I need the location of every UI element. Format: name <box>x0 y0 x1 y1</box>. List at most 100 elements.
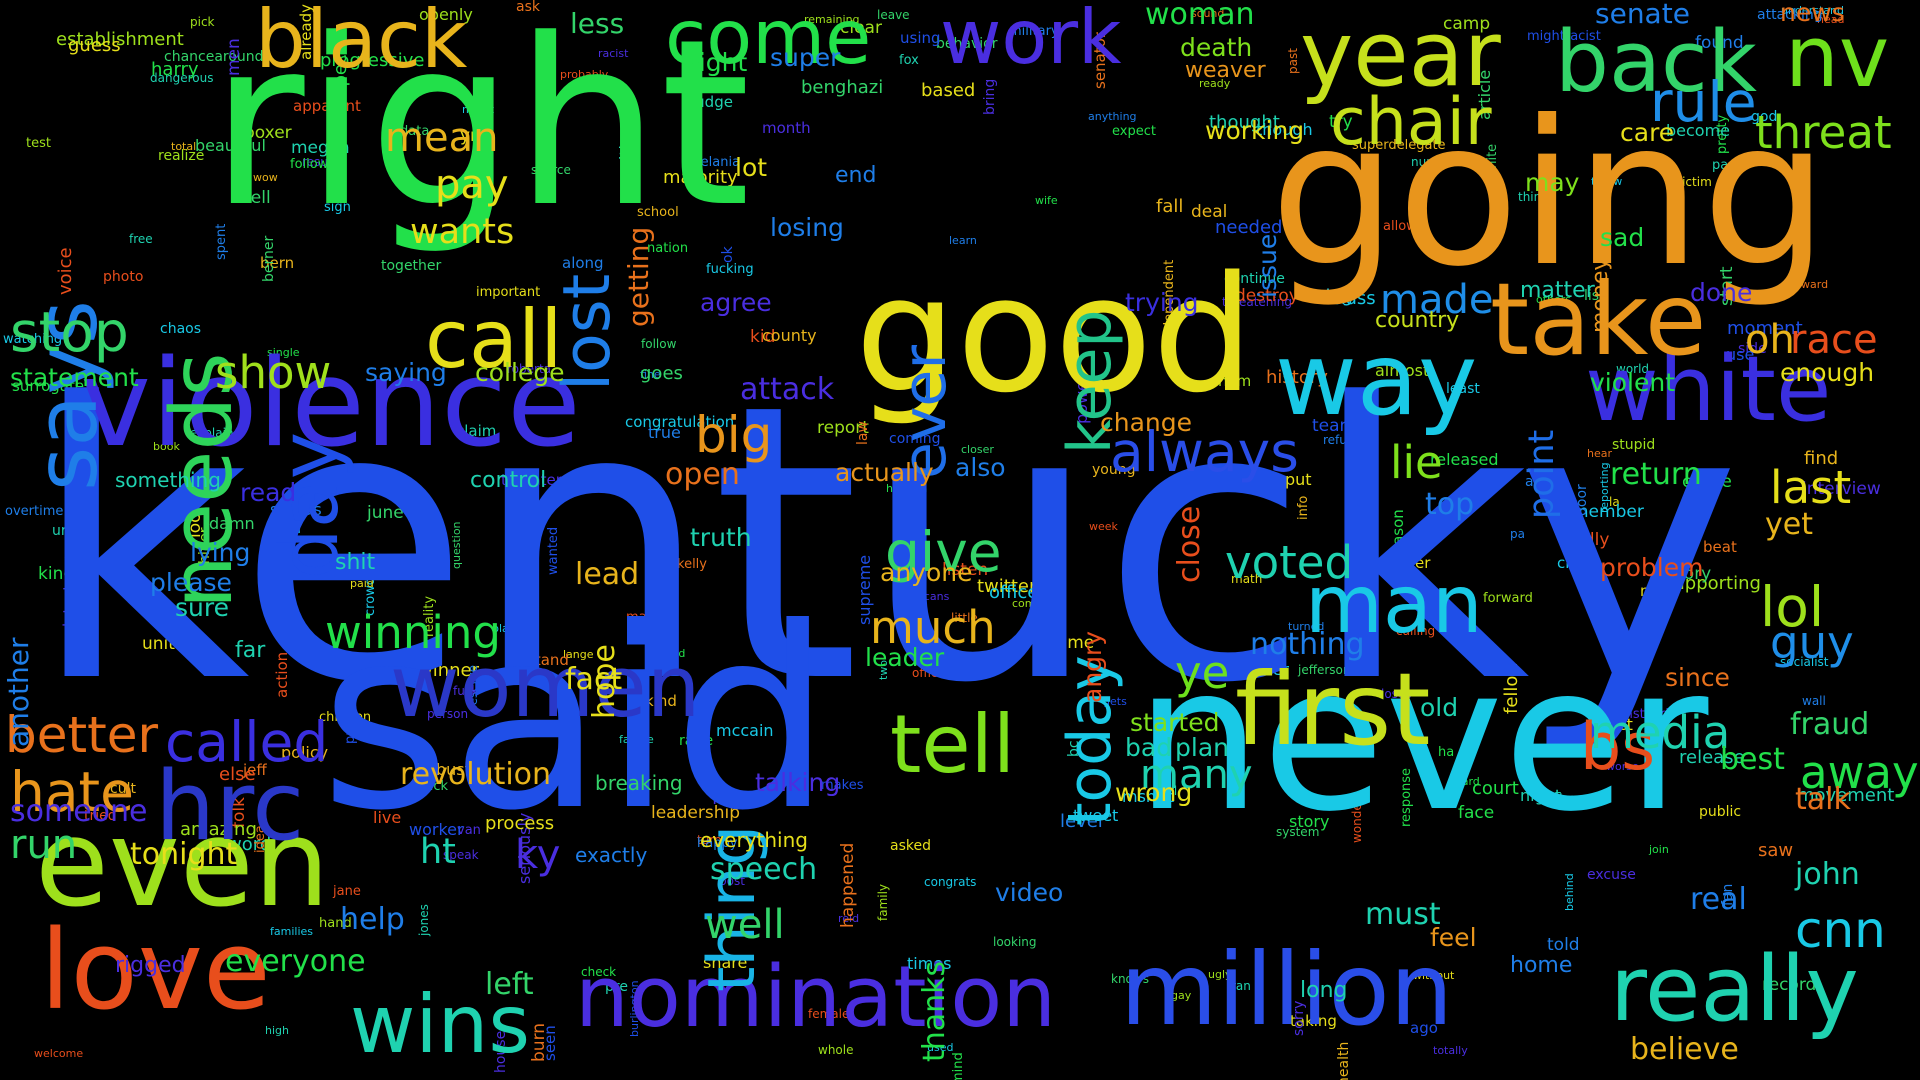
word-said: said <box>320 574 832 865</box>
word-attacking: attacking <box>1757 7 1823 23</box>
word-use: use <box>1726 345 1755 364</box>
word-instead: instead <box>1621 707 1669 722</box>
word-bring: bring <box>982 78 998 115</box>
word-wow: wow <box>253 171 278 184</box>
word-calling: calling <box>1396 624 1436 638</box>
word-throw: throw <box>1591 175 1623 188</box>
word-since: since <box>1665 663 1730 692</box>
word-harry: harry <box>151 59 199 80</box>
word-saying: saying <box>365 358 447 387</box>
word-death: death <box>1180 33 1253 62</box>
word-lying: lying <box>190 538 251 567</box>
word-wrong: wrong <box>1115 778 1193 807</box>
word-damn: damn <box>209 514 255 533</box>
word-word: word <box>227 834 272 855</box>
word-la: la <box>1609 495 1620 509</box>
word-closer: closer <box>961 443 994 456</box>
word-based: based <box>921 80 976 101</box>
word-voted: voted <box>1225 536 1354 589</box>
word-welcome: welcome <box>34 1047 84 1060</box>
word-makes: makes <box>821 778 864 793</box>
word-left: left <box>485 967 534 1002</box>
word-yeah: yeah <box>269 522 301 537</box>
word-kind: kind <box>645 692 677 710</box>
word-jeff: jeff <box>243 761 267 779</box>
word-care: care <box>1620 118 1675 147</box>
word-problem: problem <box>1600 553 1704 582</box>
word-join: join <box>1649 843 1669 856</box>
word-made: made <box>1380 277 1494 323</box>
word-threat: threat <box>1755 106 1892 159</box>
word-ha: ha <box>1438 745 1455 760</box>
word-enough: enough <box>1780 358 1875 387</box>
word-little: little <box>951 611 978 625</box>
word-hand: hand <box>319 916 352 931</box>
word-majority: majority <box>663 167 738 188</box>
word-ago: ago <box>1410 1019 1438 1037</box>
word-someone: someone <box>10 794 148 829</box>
word-true: true <box>648 423 681 442</box>
word-court: court <box>1472 778 1519 799</box>
word-night: night <box>1520 786 1562 805</box>
word-must: must <box>1365 897 1441 932</box>
word-congratulation: congratulation <box>625 413 735 431</box>
word-benghazi: benghazi <box>801 77 884 98</box>
word-chancearound: chancearound <box>164 49 264 65</box>
word-way: way <box>1275 321 1478 438</box>
word-world: world <box>1616 362 1650 376</box>
word-raise: raise <box>679 733 714 749</box>
word-call: call <box>425 293 563 386</box>
word-help: help <box>340 902 405 937</box>
word-supporting: supporting <box>1664 573 1761 594</box>
word-post: post <box>719 874 745 888</box>
word-total: total <box>171 140 197 153</box>
word-kid: kid <box>750 327 776 347</box>
word-wall: wall <box>1802 694 1826 708</box>
word-totally: totally <box>1433 1044 1468 1057</box>
word-thought: thought <box>1209 112 1280 133</box>
word-change: change <box>1100 408 1193 437</box>
word-data: data <box>400 124 430 139</box>
word-open: open <box>665 457 740 492</box>
word-cause: cause <box>1682 472 1732 492</box>
word-weaver: weaver <box>1185 58 1266 83</box>
word-team: team <box>1312 416 1357 436</box>
word-become: become <box>1666 121 1731 140</box>
word-continue: continue <box>1224 271 1285 287</box>
word-forward: forward <box>1483 591 1533 606</box>
word-turn: turn <box>697 833 722 847</box>
word-take: take <box>1490 261 1707 378</box>
word-everything: everything <box>700 828 808 852</box>
word-leave: leave <box>877 8 910 22</box>
word-fox: fox <box>899 53 919 68</box>
word-control: control <box>470 468 547 493</box>
word-yr: yr <box>460 126 478 146</box>
word-shit: shit <box>335 550 376 575</box>
word-path: path <box>370 653 396 666</box>
word-claim: claim <box>456 422 497 440</box>
word-released: released <box>1430 450 1499 469</box>
word-failure: failure <box>619 733 654 746</box>
word-cult: cult <box>110 781 136 797</box>
word-nv: nv <box>1785 8 1890 107</box>
word-using: using <box>900 29 941 47</box>
word-less: less <box>570 7 625 40</box>
word-believe: believe <box>1630 1032 1739 1067</box>
word-mean: mean <box>385 115 499 161</box>
word-work: work <box>940 0 1122 81</box>
word-gay: gay <box>1171 989 1192 1002</box>
word-king: king <box>38 564 75 584</box>
word-jones: jones <box>417 904 431 936</box>
word-threatening: threatening <box>1222 295 1292 309</box>
word-even: even <box>35 795 330 934</box>
word-many: many <box>1140 752 1253 798</box>
word-goes: goes <box>640 363 683 384</box>
word-americans: americans <box>892 590 950 603</box>
word-hear: hear <box>1587 447 1613 460</box>
word-class: class <box>1331 288 1376 309</box>
word-free: free <box>129 232 153 246</box>
word-best: best <box>1720 742 1785 777</box>
word-please: please <box>150 568 232 597</box>
word-worse: worse <box>1606 760 1639 773</box>
word-might: might <box>462 103 495 116</box>
